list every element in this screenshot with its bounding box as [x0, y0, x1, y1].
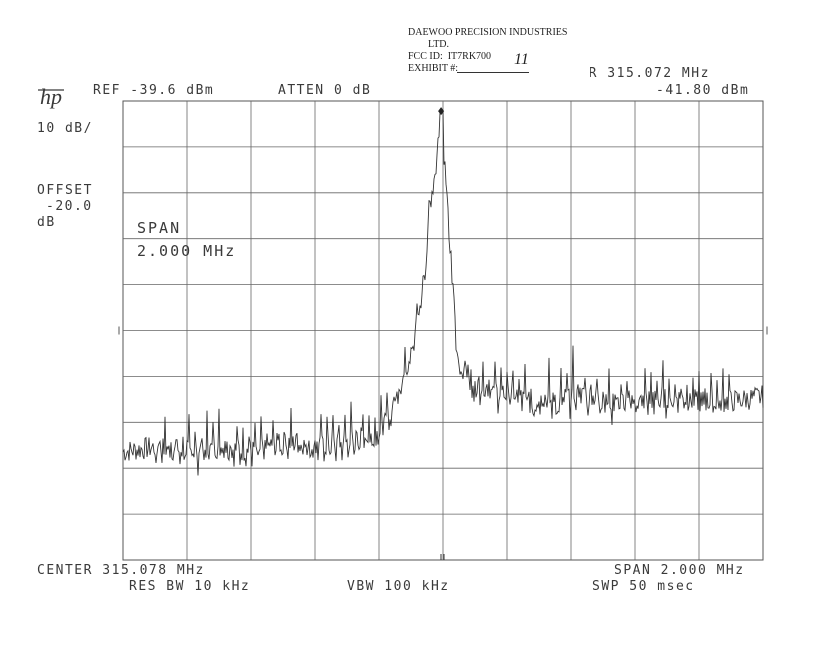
- resolution-bandwidth: RES BW 10 kHz: [129, 579, 251, 594]
- marker-level: -41.80 dBm: [656, 83, 750, 98]
- scale-per-division: 10 dB/: [37, 121, 93, 136]
- sweep-time: SWP 50 msec: [592, 579, 695, 594]
- offset-label: OFFSET: [37, 183, 93, 198]
- ref-level: REF -39.6 dBm: [93, 83, 215, 98]
- span-setting: SPAN 2.000 MHz: [614, 563, 745, 578]
- stamp-exhibit-label: EXHIBIT #:: [408, 63, 459, 74]
- marker-point: [438, 107, 445, 116]
- center-frequency: CENTER 315.078 MHz: [37, 563, 205, 578]
- stamp-underline: [457, 72, 529, 73]
- span-annotation-value: 2.000 MHz: [137, 242, 237, 260]
- fcc-exhibit-stamp: DAEWOO PRECISION INDUSTRIES LTD. FCC ID:…: [400, 24, 590, 94]
- stamp-fcc-id: FCC ID: IT7RK700: [408, 51, 492, 62]
- video-bandwidth: VBW 100 kHz: [347, 579, 450, 594]
- stamp-company-suffix: LTD.: [428, 39, 450, 50]
- offset-value: -20.0: [46, 199, 93, 214]
- attenuation: ATTEN 0 dB: [278, 83, 372, 98]
- offset-unit: dB: [37, 215, 56, 230]
- hp-logo: hp: [38, 84, 64, 109]
- stamp-exhibit-number: 11: [514, 51, 529, 68]
- stamp-company: DAEWOO PRECISION INDUSTRIES: [408, 27, 568, 38]
- span-annotation-label: SPAN: [137, 219, 182, 237]
